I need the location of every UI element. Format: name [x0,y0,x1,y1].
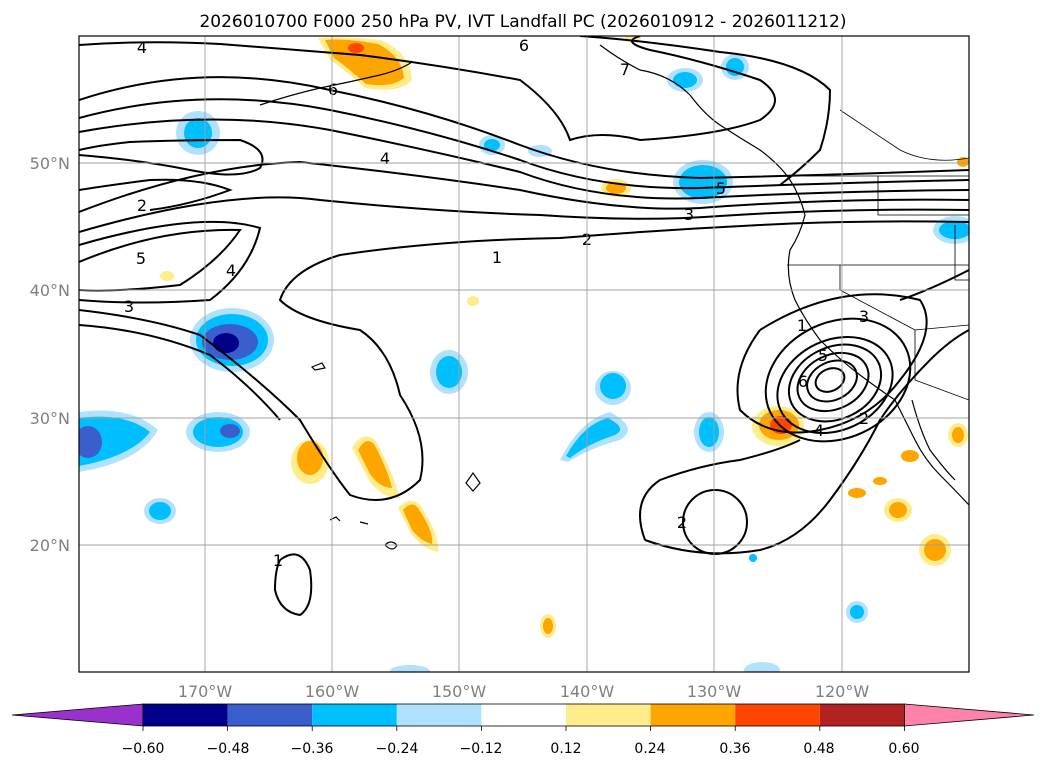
colorbar-segment [566,704,651,726]
contour-label: 6 [519,36,529,55]
colorbar-segment [143,704,228,726]
lat-label-20n: 20°N [30,536,70,555]
colorbar-tick-label: −0.48 [207,741,250,757]
colorbar-tick-labels: −0.60 −0.48 −0.36 −0.24 −0.12 0.12 0.24 … [122,741,920,757]
contour-label: 2 [137,196,147,215]
colorbar-tick-label: −0.36 [291,741,334,757]
colorbar-segment [227,704,313,726]
colorbar-tick-label: 0.36 [719,741,750,757]
contour-label: 1 [797,316,807,335]
contour-label: 2 [677,513,687,532]
contour-label: 3 [124,297,134,316]
contour-label: 5 [136,249,146,268]
contour-label: 5 [716,179,726,198]
lat-label-30n: 30°N [30,409,70,428]
contour-label: 4 [814,421,824,440]
lon-label-130w: 130°W [687,682,742,701]
latitude-labels: 50°N 40°N 30°N 20°N [30,154,70,555]
pv-negative-anomalies [79,54,969,672]
gridlines [79,36,969,672]
contour-labels: 4 6 6 7 4 2 5 3 1 2 3 5 4 1 5 6 3 4 2 2 [124,36,869,570]
contour-label: 5 [818,346,828,365]
lon-label-150w: 150°W [432,682,487,701]
colorbar-segment [819,704,905,726]
lon-label-170w: 170°W [178,682,233,701]
contour-label: 4 [137,38,147,57]
colorbar-outline [142,703,905,727]
colorbar-tick-label: 0.48 [803,741,834,757]
colorbar-tick-label: −0.24 [376,741,419,757]
contour-label: 3 [684,205,694,224]
colorbar-tick-label: 0.60 [888,741,919,757]
colorbar [11,703,1035,731]
colorbar-segment [650,704,736,726]
contour-label: 7 [620,60,630,79]
colorbar-segment [312,704,397,726]
lon-label-120w: 120°W [815,682,870,701]
map-panel: 4 6 6 7 4 2 5 3 1 2 3 5 4 1 5 6 3 4 2 2 [78,35,970,673]
contour-label: 4 [380,149,390,168]
colorbar-tick-label: −0.12 [460,741,503,757]
colorbar-tick-label: −0.60 [122,741,165,757]
lon-label-160w: 160°W [305,682,360,701]
contour-label: 4 [226,261,236,280]
colorbar-tick-label: 0.24 [634,741,665,757]
contour-label: 6 [328,80,338,99]
contour-label: 3 [859,307,869,326]
colorbar-segment [735,704,820,726]
colorbar-extend-low [11,703,144,727]
colorbar-segment [396,704,482,726]
contour-label: 1 [273,551,283,570]
political-borders [787,109,969,401]
contour-label: 2 [859,409,869,428]
longitude-labels: 170°W 160°W 150°W 140°W 130°W 120°W [178,682,870,701]
colorbar-tick-label: 0.12 [550,741,581,757]
figure-title: 2026010700 F000 250 hPa PV, IVT Landfall… [199,12,846,32]
lat-label-50n: 50°N [30,154,70,173]
colorbar-segment [481,704,566,726]
colorbar-extend-high [904,703,1035,727]
lat-label-40n: 40°N [30,281,70,300]
lon-label-140w: 140°W [560,682,615,701]
contour-label: 1 [492,248,502,267]
contour-label: 6 [798,372,808,391]
map-frame [78,35,970,673]
ivt-contours [79,36,969,617]
